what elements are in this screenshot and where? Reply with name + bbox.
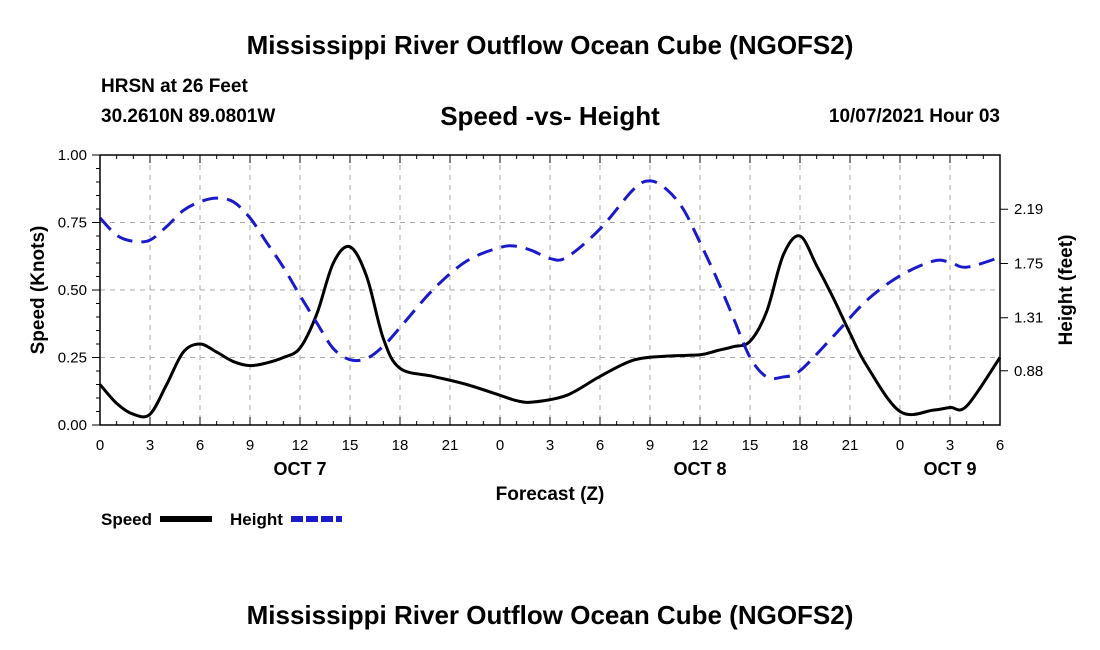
- y2-tick-label: 0.88: [1014, 363, 1043, 380]
- y2-tick-label: 1.31: [1014, 310, 1043, 327]
- axes-layer: [92, 154, 1008, 426]
- x-tick-label: 18: [392, 437, 409, 454]
- x-tick-label: 0: [96, 437, 104, 454]
- x-tick-label: 3: [946, 437, 954, 454]
- series-layer: [98, 179, 1002, 419]
- x-tick-label: 12: [692, 437, 709, 454]
- y-tick-label: 0.25: [58, 350, 87, 367]
- x-axis-title: Forecast (Z): [496, 484, 605, 505]
- x-tick-label: 6: [196, 437, 204, 454]
- y-axis-title: Speed (Knots): [28, 226, 49, 355]
- x-tick-label: 15: [342, 437, 359, 454]
- x-tick-label: 6: [996, 437, 1004, 454]
- y-tick-label: 0.75: [58, 215, 87, 232]
- chart-title-top: Mississippi River Outflow Ocean Cube (NG…: [246, 30, 854, 60]
- legend-label-height: Height: [230, 510, 283, 529]
- x-tick-label: 0: [896, 437, 904, 454]
- station-coordinates: 30.2610N 89.0801W: [101, 106, 276, 127]
- x-tick-label: 0: [496, 437, 504, 454]
- legend: Speed Height: [101, 510, 342, 529]
- x-tick-label: 15: [742, 437, 759, 454]
- series-line-height: [98, 179, 1001, 381]
- x-day-label: OCT 7: [273, 459, 326, 479]
- y2-axis-title: Height (feet): [1056, 235, 1077, 346]
- legend-label-speed: Speed: [101, 510, 152, 529]
- x-tick-label: 12: [292, 437, 309, 454]
- x-tick-label: 3: [146, 437, 154, 454]
- x-tick-label: 21: [442, 437, 459, 454]
- plot-title: Speed -vs- Height: [440, 101, 660, 131]
- chart-title-bottom: Mississippi River Outflow Ocean Cube (NG…: [246, 600, 854, 630]
- station-name: HRSN at 26 Feet: [101, 76, 248, 97]
- series-line-speed: [98, 234, 1002, 419]
- speed-height-chart: 0 3 6 9 12 15 18 21 0 3 6 9 12 15 18 21 0 3 6 OCT 7 OCT 8 OCT…: [28, 147, 1077, 529]
- y-tick-label: 0.00: [58, 417, 87, 434]
- x-day-label: OCT 9: [923, 459, 976, 479]
- x-tick-label: 3: [546, 437, 554, 454]
- forecast-datetime: 10/07/2021 Hour 03: [828, 106, 1000, 127]
- x-tick-label: 9: [646, 437, 654, 454]
- x-tick-label: 6: [596, 437, 604, 454]
- labels-layer: 0 3 6 9 12 15 18 21 0 3 6 9 12 15 18 21 0 3 6 OCT 7 OCT 8 OCT…: [28, 147, 1077, 505]
- grid-layer: [100, 155, 1000, 425]
- x-tick-label: 9: [246, 437, 254, 454]
- x-tick-label: 18: [792, 437, 809, 454]
- x-day-label: OCT 8: [673, 459, 726, 479]
- y-tick-label: 0.50: [58, 282, 87, 299]
- y2-tick-label: 1.75: [1014, 255, 1043, 272]
- y-tick-label: 1.00: [58, 147, 87, 164]
- x-tick-label: 21: [842, 437, 859, 454]
- y2-tick-label: 2.19: [1014, 201, 1043, 218]
